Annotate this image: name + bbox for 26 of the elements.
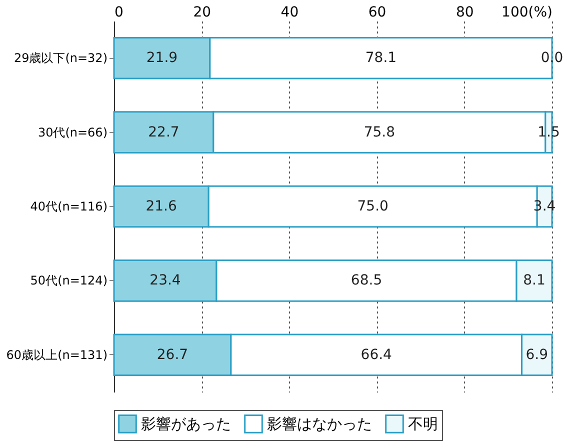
x-tick-label: 80 [456, 4, 474, 20]
y-tick-label: 40代(n=116) [30, 200, 108, 214]
x-tick-label: 40 [280, 4, 299, 20]
data-label: 21.6 [146, 198, 177, 214]
x-tick-label: 20 [193, 4, 212, 20]
x-tick-label: 60 [368, 4, 386, 20]
data-label: 6.9 [526, 346, 548, 363]
data-label: 23.4 [150, 272, 181, 289]
data-label: 66.4 [360, 346, 392, 363]
data-label: 22.7 [148, 124, 180, 140]
legend-label: 不明 [408, 414, 438, 433]
y-tick-label: 29歳以下(n=32) [14, 51, 108, 66]
y-tick-label: 30代(n=66) [38, 125, 108, 140]
y-tick-label: 50代(n=124) [30, 274, 108, 288]
data-label: 75.0 [357, 198, 388, 214]
data-label: 26.7 [156, 346, 188, 363]
data-label: 68.5 [350, 272, 382, 289]
y-tick-label: 60歳以上(n=131) [6, 348, 108, 362]
data-label: 21.9 [146, 50, 178, 66]
legend-label: 影響はなかった [267, 414, 372, 433]
data-label: 8.1 [523, 272, 546, 289]
data-label: 78.1 [365, 50, 397, 66]
legend-label: 影響があった [141, 414, 231, 433]
x-tick-label: 100(%) [502, 4, 552, 20]
x-tick-label: 0 [114, 4, 124, 20]
data-label: 75.8 [364, 124, 396, 140]
